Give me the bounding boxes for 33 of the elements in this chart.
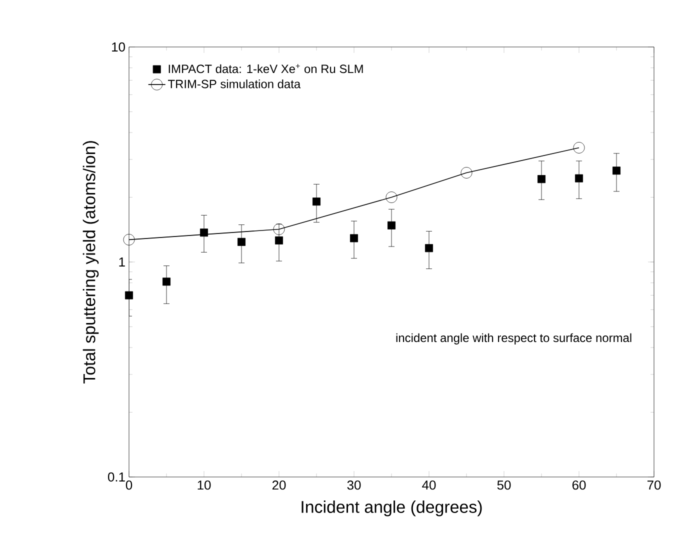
x-tick-label: 40	[422, 480, 436, 490]
point	[573, 142, 585, 154]
point	[275, 236, 284, 244]
x-axis-title: Incident angle (degrees)	[302, 500, 482, 516]
point	[273, 224, 285, 235]
x-tick-label: 0	[126, 480, 132, 490]
x-tick-label: 30	[347, 480, 361, 490]
point	[538, 175, 546, 184]
legend-label: TRIM-SP simulation data	[168, 79, 301, 88]
y-axis-title: Total sputtering yield (atoms/ion)	[82, 141, 99, 384]
point	[425, 244, 434, 252]
x-tick-label: 10	[198, 480, 211, 490]
point	[612, 166, 621, 175]
point	[123, 234, 135, 246]
point	[388, 221, 396, 230]
annotation: incident angle with respect to surface normal	[396, 333, 632, 344]
point	[312, 198, 321, 206]
legend-label: IMPACT data: 1-keV Xe$^{+}$ on Ru SLM	[168, 64, 363, 74]
y-tick-label: 1	[119, 258, 125, 266]
point	[125, 291, 134, 300]
y-tick-label: 0.1	[108, 472, 125, 482]
point	[238, 238, 246, 246]
point	[200, 228, 208, 237]
point	[162, 278, 171, 286]
point	[350, 234, 358, 242]
point	[460, 167, 472, 178]
point	[386, 192, 398, 203]
x-tick-label: 20	[272, 480, 286, 490]
x-tick-label: 60	[572, 480, 586, 490]
x-tick-label: 70	[647, 480, 661, 490]
x-tick-label: 50	[497, 480, 511, 490]
point	[575, 174, 584, 182]
y-tick-label: 10	[112, 42, 125, 52]
